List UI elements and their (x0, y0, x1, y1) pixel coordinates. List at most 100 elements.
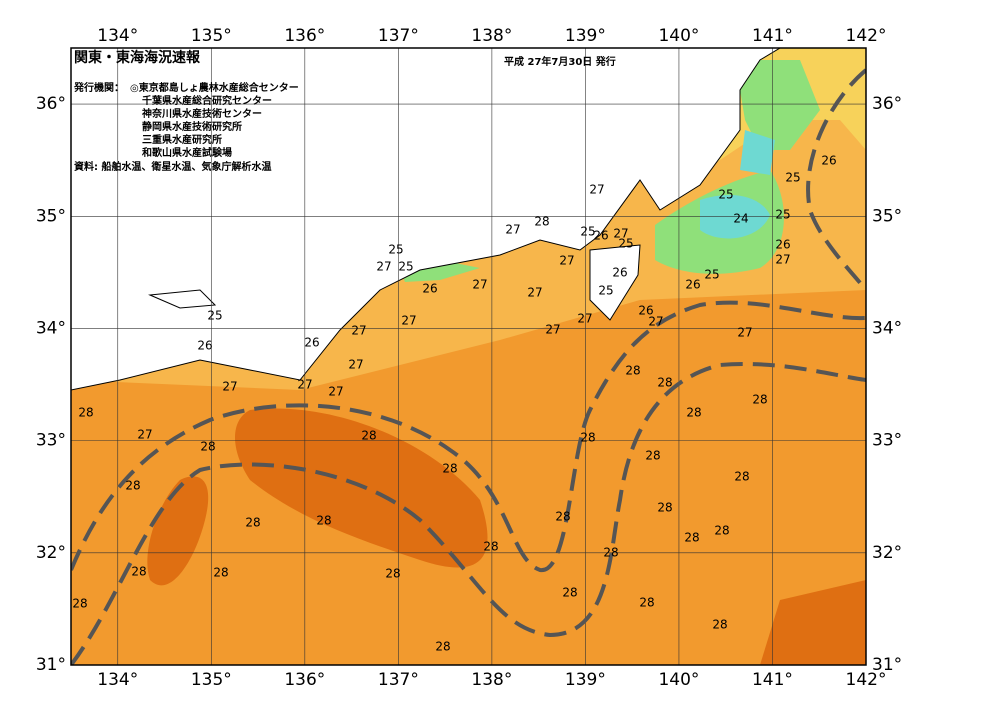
contour-label: 28 (245, 516, 260, 530)
contour-label: 26 (593, 229, 608, 243)
contour-label: 28 (714, 524, 729, 538)
lat-label: 36° (872, 94, 902, 114)
contour-label: 28 (657, 501, 672, 515)
contour-label: 26 (821, 154, 836, 168)
map-frame (70, 47, 867, 666)
contour-label: 28 (78, 406, 93, 420)
contour-label: 25 (775, 208, 790, 222)
contour-label: 26 (775, 238, 790, 252)
issuer: ◎東京都島しょ農林水産総合センター (130, 81, 299, 94)
lon-label: 141° (752, 26, 793, 46)
contour-label: 25 (207, 309, 222, 323)
lat-label: 32° (872, 543, 902, 563)
contour-label: 26 (638, 304, 653, 318)
contour-label: 28 (686, 406, 701, 420)
lon-label: 134° (97, 26, 138, 46)
lat-label: 31° (36, 655, 66, 675)
lon-label: 137° (378, 26, 419, 46)
contour-label: 27 (613, 227, 628, 241)
contour-label: 28 (483, 540, 498, 554)
lat-label: 32° (36, 543, 66, 563)
contour-label: 28 (639, 596, 654, 610)
lon-label: 134° (97, 670, 138, 690)
source: 資料: 船舶水温、衛星水温、気象庁解析水温 (74, 160, 271, 173)
contour-label: 25 (785, 171, 800, 185)
contour-label: 28 (752, 393, 767, 407)
lat-label: 36° (36, 94, 66, 114)
title: 関東・東海海況速報 (74, 49, 201, 66)
lat-label: 35° (36, 206, 66, 226)
lon-label: 138° (471, 26, 512, 46)
lon-label: 135° (191, 670, 232, 690)
contour-label: 26 (304, 336, 319, 350)
lon-label: 139° (565, 26, 606, 46)
lon-label: 136° (284, 26, 325, 46)
contour-label: 28 (442, 462, 457, 476)
contour-label: 28 (125, 479, 140, 493)
contour-label: 28 (555, 510, 570, 524)
contour-label: 28 (361, 429, 376, 443)
lon-label: 139° (565, 670, 606, 690)
contour-label: 28 (316, 514, 331, 528)
lon-label: 142° (846, 26, 887, 46)
contour-label: 25 (718, 188, 733, 202)
contour-label: 27 (648, 315, 663, 329)
grid (71, 48, 866, 665)
contour-label: 27 (328, 385, 343, 399)
contour-label: 27 (589, 183, 604, 197)
contour-label: 25 (398, 260, 413, 274)
contour-label: 28 (72, 597, 87, 611)
contour-label: 28 (580, 431, 595, 445)
contour-label: 27 (577, 312, 592, 326)
issuer: 千葉県水産総合研究センター (142, 94, 272, 107)
contour-label: 27 (527, 286, 542, 300)
contour-label: 26 (685, 278, 700, 292)
contour-label: 27 (222, 380, 237, 394)
sea-surface (71, 48, 866, 665)
contour-label: 28 (213, 566, 228, 580)
contour-label: 25 (388, 243, 403, 257)
contour-label: 27 (775, 253, 790, 267)
contour-label: 28 (645, 449, 660, 463)
contour-label: 27 (545, 323, 560, 337)
contour-label: 28 (534, 215, 549, 229)
lat-label: 33° (872, 431, 902, 451)
lon-label: 138° (471, 670, 512, 690)
contour-label: 28 (684, 531, 699, 545)
contour-label: 26 (422, 282, 437, 296)
contour-label: 28 (603, 546, 618, 560)
contour-label: 24 (733, 212, 748, 226)
contour-label: 26 (197, 339, 212, 353)
contour-label: 27 (559, 254, 574, 268)
issue-date: 平成 27年7月30日 発行 (504, 55, 616, 68)
lon-label: 140° (658, 26, 699, 46)
contour-label: 28 (131, 565, 146, 579)
contour-label: 27 (297, 378, 312, 392)
lon-label: 136° (284, 670, 325, 690)
contour-label: 28 (657, 376, 672, 390)
contour-label: 25 (704, 268, 719, 282)
issuer: 和歌山県水産試験場 (141, 146, 232, 159)
issuer-label: 発行機関： (73, 81, 124, 94)
contour-label: 28 (712, 618, 727, 632)
contour-label: 28 (200, 440, 215, 454)
lat-label: 33° (36, 431, 66, 451)
contour-label: 27 (348, 358, 363, 372)
contour-label: 26 (612, 266, 627, 280)
contour-label: 27 (137, 428, 152, 442)
contour-label: 28 (435, 640, 450, 654)
contour-label: 28 (562, 586, 577, 600)
lat-label: 35° (872, 206, 902, 226)
lon-label: 135° (191, 26, 232, 46)
contour-label: 28 (385, 567, 400, 581)
lon-label: 137° (378, 670, 419, 690)
lon-label: 142° (846, 670, 887, 690)
lat-label: 34° (872, 318, 902, 338)
contour-label: 25 (618, 237, 633, 251)
contour-label: 25 (598, 284, 613, 298)
contour-label: 28 (734, 470, 749, 484)
lon-label: 141° (752, 670, 793, 690)
